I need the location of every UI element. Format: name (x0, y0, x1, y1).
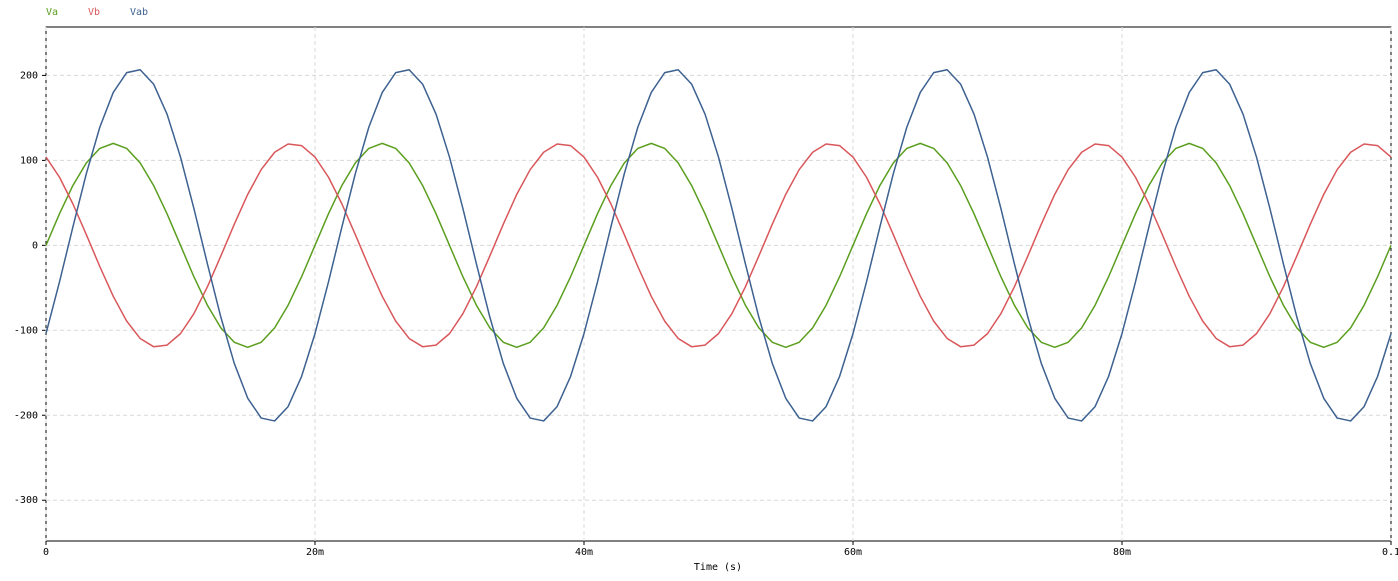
y-tick-label: -100 (14, 325, 38, 336)
x-tick-label: 80m (1113, 547, 1131, 558)
legend-entry: Vb (88, 7, 100, 18)
x-tick-label: 40m (575, 547, 593, 558)
x-tick-label: 0.1 (1382, 547, 1398, 558)
series-line (45, 143, 1392, 348)
y-tick-label: 0 (32, 240, 38, 251)
plot-area (45, 26, 1392, 542)
y-tick-label: 200 (20, 70, 38, 81)
y-tick-label: -300 (14, 495, 38, 506)
x-axis-label: Time (s) (694, 562, 742, 573)
legend-entry: Vab (130, 7, 148, 18)
x-tick-label: 60m (844, 547, 862, 558)
series-line (45, 68, 1392, 422)
legend-entry: Va (46, 7, 58, 18)
x-tick-label: 20m (306, 547, 324, 558)
y-tick-label: -200 (14, 410, 38, 421)
x-tick-label: 0 (43, 547, 49, 558)
y-tick-label: 100 (20, 155, 38, 166)
